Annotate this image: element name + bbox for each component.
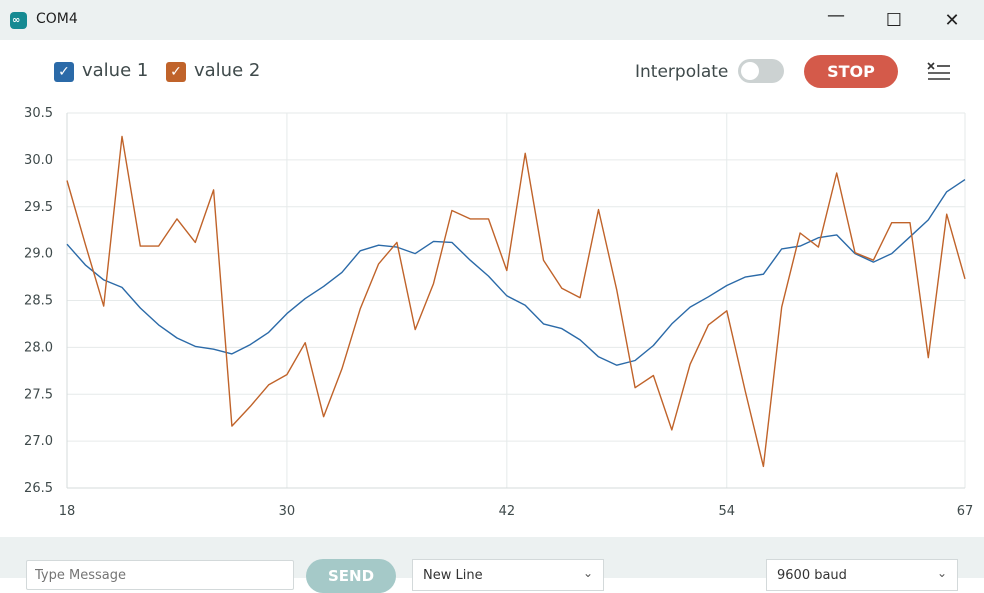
serial-plot-chart: 26.5 27.0 27.5 28.0 28.5 29.0 29.5 30.0 30.5 18 3… <box>24 106 974 519</box>
y-tick-label: 27.5 <box>24 387 53 402</box>
stop-button[interactable]: STOP <box>804 55 898 88</box>
title-bar: ∞ COM4 — ☐ ✕ <box>0 0 984 40</box>
maximize-button[interactable]: ☐ <box>866 0 922 40</box>
interpolate-toggle[interactable] <box>738 59 784 83</box>
line-ending-select[interactable]: New Line ⌄ <box>412 559 604 591</box>
close-button[interactable]: ✕ <box>924 0 980 40</box>
message-input[interactable] <box>26 560 294 590</box>
legend-label: value 1 <box>82 60 149 81</box>
chevron-down-icon: ⌄ <box>582 566 593 580</box>
x-tick-label: 54 <box>718 504 735 519</box>
legend-label: value 2 <box>194 60 261 81</box>
line-ending-value: New Line <box>423 568 483 583</box>
x-tick-label: 42 <box>499 504 516 519</box>
y-tick-label: 28.5 <box>24 294 53 309</box>
baud-rate-select[interactable]: 9600 baud ⌄ <box>766 559 958 591</box>
clear-list-icon <box>927 62 950 80</box>
close-icon: ✕ <box>944 10 960 31</box>
x-tick-label: 67 <box>957 504 974 519</box>
series-line-value-2 <box>66 135 966 468</box>
check-icon: ✓ <box>58 64 70 80</box>
bottom-bar: SEND New Line ⌄ 9600 baud ⌄ <box>0 537 984 593</box>
window-title: COM4 <box>36 11 78 27</box>
send-button[interactable]: SEND <box>306 559 396 593</box>
minimize-button[interactable]: — <box>808 0 864 40</box>
y-tick-label: 30.0 <box>24 153 53 168</box>
baud-rate-value: 9600 baud <box>777 568 847 583</box>
maximize-icon: ☐ <box>885 10 903 31</box>
checkbox-value-1[interactable]: ✓ <box>54 62 74 82</box>
interpolate-label: Interpolate <box>635 62 729 82</box>
minimize-icon: — <box>827 5 845 26</box>
y-tick-label: 29.0 <box>24 247 53 262</box>
x-tick-label: 30 <box>279 504 296 519</box>
y-tick-label: 28.0 <box>24 340 53 355</box>
checkbox-value-2[interactable]: ✓ <box>166 62 186 82</box>
x-tick-label: 18 <box>59 504 76 519</box>
arduino-icon: ∞ <box>10 12 27 29</box>
y-tick-label: 26.5 <box>24 481 53 496</box>
chevron-down-icon: ⌄ <box>936 566 947 580</box>
toggle-knob <box>741 62 759 80</box>
clear-button[interactable] <box>922 57 954 85</box>
check-icon: ✓ <box>170 64 182 80</box>
y-tick-label: 30.5 <box>24 106 53 121</box>
y-tick-label: 29.5 <box>24 200 53 215</box>
series-line-value-1 <box>66 179 966 366</box>
y-tick-label: 27.0 <box>24 434 53 449</box>
